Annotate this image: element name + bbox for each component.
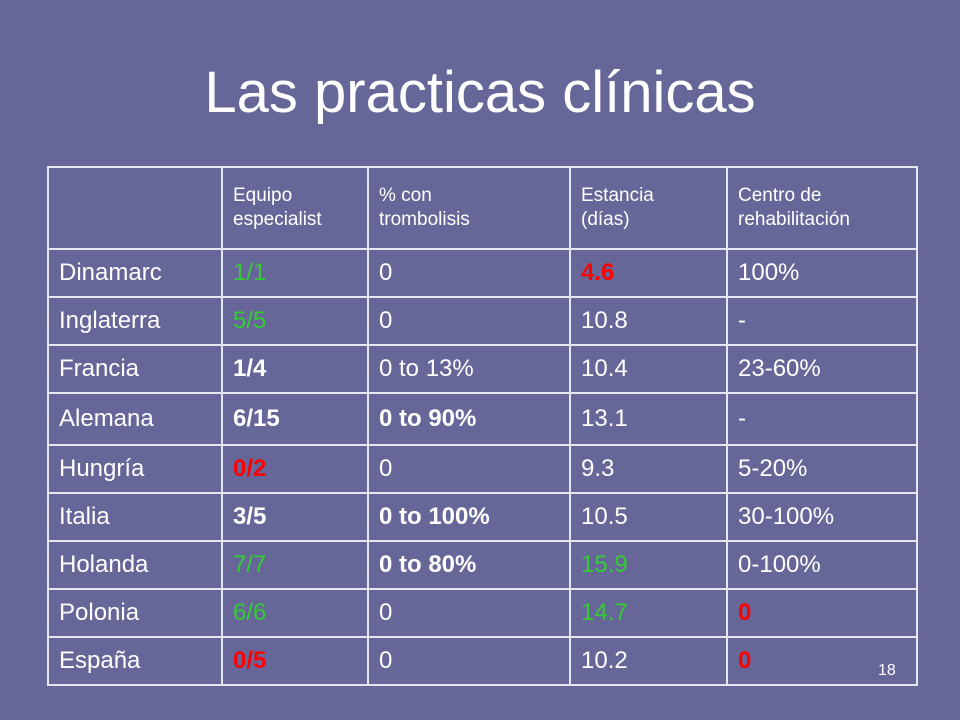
country-cell: España xyxy=(47,636,223,686)
header-cell-line: Estancia xyxy=(581,185,654,206)
table-cell: 13.1 xyxy=(569,392,728,446)
table-cell: 7/7 xyxy=(221,540,369,590)
table-cell: 10.5 xyxy=(569,492,728,542)
header-cell-line: % con xyxy=(379,185,432,206)
table-cell: 5-20% xyxy=(726,444,918,494)
table-cell: 0 xyxy=(367,444,571,494)
header-cell: Estancia (días) xyxy=(569,166,728,250)
table-row: Polonia 6/6 0 14.7 0 xyxy=(47,588,918,638)
table-row: Alemana 6/15 0 to 90% 13.1- xyxy=(47,392,918,446)
table-cell: 1/4 xyxy=(221,344,369,394)
table-cell: 0 xyxy=(367,588,571,638)
table-cell: 0 xyxy=(367,636,571,686)
table-cell: 0 to 100% xyxy=(367,492,571,542)
table-cell: 0 to 80% xyxy=(367,540,571,590)
table-cell: 5/5 xyxy=(221,296,369,346)
header-cell-line: Equipo xyxy=(233,185,293,206)
header-cell xyxy=(47,166,223,250)
country-cell: Dinamarc xyxy=(47,248,223,298)
table-row: Dinamarc 1/1 0 4.6 100% xyxy=(47,248,918,298)
table-cell: 0/5 xyxy=(221,636,369,686)
header-cell: % con trombolisis xyxy=(367,166,571,250)
table-header-row: Equipo especialist % con trombolisis Estanci… xyxy=(47,166,918,250)
header-cell: Centro de rehabilitación xyxy=(726,166,918,250)
table-row: Inglaterra 5/5 0 10.8- xyxy=(47,296,918,346)
header-cell-line: especialist xyxy=(233,209,322,230)
country-cell: Hungría xyxy=(47,444,223,494)
table-cell: 15.9 xyxy=(569,540,728,590)
table-cell: 100% xyxy=(726,248,918,298)
table-cell: - xyxy=(726,296,918,346)
country-cell: Alemana xyxy=(47,392,223,446)
table-row: España 0/5 0 10.2 0 xyxy=(47,636,918,686)
table-row: Holanda 7/7 0 to 80% 15.9 0-100% xyxy=(47,540,918,590)
page-number: 18 xyxy=(878,662,896,679)
header-cell-line: rehabilitación xyxy=(738,209,850,230)
table-row: Hungría 0/2 0 9.3 5-20% xyxy=(47,444,918,494)
table-cell: 14.7 xyxy=(569,588,728,638)
table-cell: 6/6 xyxy=(221,588,369,638)
header-cell-line: (días) xyxy=(581,209,630,230)
table-cell: 23-60% xyxy=(726,344,918,394)
country-cell: Inglaterra xyxy=(47,296,223,346)
table-cell: 0 xyxy=(726,588,918,638)
table-cell: 0 to 90% xyxy=(367,392,571,446)
table-cell: 0/2 xyxy=(221,444,369,494)
table-cell: 4.6 xyxy=(569,248,728,298)
table-row: Francia 1/4 0 to 13% 10.4 23-60% xyxy=(47,344,918,394)
table-cell: 0 xyxy=(367,248,571,298)
table-cell: 3/5 xyxy=(221,492,369,542)
table-cell: 30-100% xyxy=(726,492,918,542)
table-cell: 10.2 xyxy=(569,636,728,686)
slide-title: Las practicas clínicas xyxy=(204,60,756,125)
table-cell: 1/1 xyxy=(221,248,369,298)
header-cell-line: trombolisis xyxy=(379,209,470,230)
country-cell: Holanda xyxy=(47,540,223,590)
clinical-practices-table: Equipo especialist % con trombolisis Estanci… xyxy=(47,166,918,686)
header-cell-line: Centro de xyxy=(738,185,822,206)
table-cell: 0 xyxy=(367,296,571,346)
table-cell: - xyxy=(726,392,918,446)
table-cell: 9.3 xyxy=(569,444,728,494)
country-cell: Italia xyxy=(47,492,223,542)
table-cell: 10.4 xyxy=(569,344,728,394)
table-cell: 0 to 13% xyxy=(367,344,571,394)
country-cell: Francia xyxy=(47,344,223,394)
table-cell: 0-100% xyxy=(726,540,918,590)
table-cell: 0 xyxy=(726,636,918,686)
table-cell: 6/15 xyxy=(221,392,369,446)
table-row: Italia 3/5 0 to 100% 10.5 30-100% xyxy=(47,492,918,542)
country-cell: Polonia xyxy=(47,588,223,638)
table-cell: 10.8 xyxy=(569,296,728,346)
header-cell: Equipo especialist xyxy=(221,166,369,250)
